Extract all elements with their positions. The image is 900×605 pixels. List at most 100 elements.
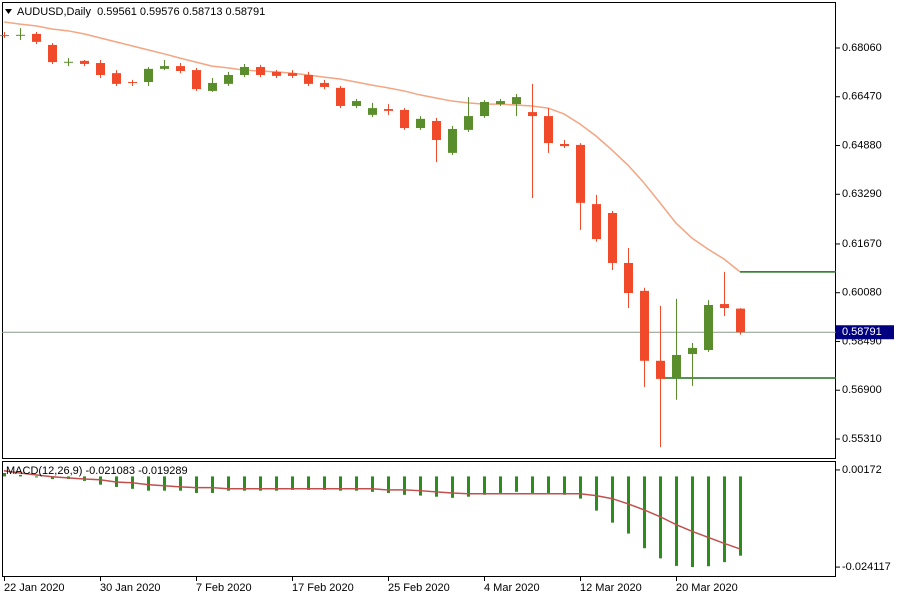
- plot-layer: 0.68060 0.66470 0.64880 0.63290 0.61670 0.600…: [0, 21, 894, 594]
- macd-bar: [323, 476, 326, 490]
- candle-body: [288, 73, 297, 76]
- candle-body: [64, 61, 73, 63]
- macd-bar: [291, 476, 294, 490]
- candle-body: [320, 82, 329, 87]
- candle-body: [544, 116, 553, 144]
- macd-bar: [643, 476, 646, 549]
- candle-body: [368, 108, 377, 115]
- candle-body: [128, 82, 137, 84]
- macd-bar: [259, 476, 262, 491]
- candle-body: [720, 304, 729, 309]
- macd-bar: [547, 476, 550, 493]
- macd-bar: [211, 476, 214, 493]
- candle-body: [0, 35, 9, 37]
- macd-bar: [387, 476, 390, 493]
- macd-bar: [355, 476, 358, 491]
- macd-bar: [371, 476, 374, 492]
- candle-body: [224, 74, 233, 84]
- macd-bar: [435, 476, 438, 497]
- macd-bar: [51, 476, 54, 480]
- y-tick-label: 0.56900: [842, 384, 882, 396]
- macd-panel-frame: [2, 461, 836, 577]
- macd-bar: [691, 476, 694, 568]
- macd-bar: [579, 476, 582, 499]
- moving-average: [3, 21, 741, 273]
- macd-bar: [19, 474, 22, 477]
- candle-body: [512, 97, 521, 105]
- y-tick-label: 0.00172: [842, 464, 882, 476]
- macd-bar: [179, 476, 182, 491]
- price-label-box: [836, 325, 894, 340]
- macd-bar: [563, 476, 566, 495]
- macd-bar: [163, 476, 166, 491]
- macd-bar: [419, 476, 422, 496]
- macd-bar: [35, 476, 38, 478]
- candle-body: [208, 82, 217, 91]
- candle-body: [352, 101, 361, 106]
- candle-body: [256, 67, 265, 75]
- candle-body: [480, 101, 489, 117]
- candle-body: [560, 143, 569, 147]
- macd-bar: [451, 476, 454, 498]
- macd-bar: [339, 476, 342, 491]
- x-tick-label: 20 Mar 2020: [676, 582, 738, 594]
- candle-body: [96, 63, 105, 75]
- macd-bar: [403, 476, 406, 495]
- candle-body: [176, 66, 185, 71]
- menu-triangle: [5, 9, 12, 14]
- candle-body: [240, 67, 249, 75]
- macd-bar: [675, 476, 678, 566]
- macd-bar: [467, 476, 470, 497]
- macd-bar: [195, 476, 198, 493]
- x-tick-label: 7 Feb 2020: [196, 582, 252, 594]
- candle-body: [736, 308, 745, 333]
- candle-body: [416, 118, 425, 129]
- candle-body: [400, 109, 409, 129]
- candle-body: [640, 290, 649, 361]
- macd-bar: [227, 476, 230, 491]
- candle-body: [688, 347, 697, 355]
- candle-body: [48, 44, 57, 63]
- macd-bar: [483, 476, 486, 495]
- candle-body: [160, 66, 169, 69]
- macd-bar: [307, 476, 310, 490]
- y-tick-label: 0.68060: [842, 42, 882, 54]
- candle-body: [304, 74, 313, 84]
- macd-bar: [531, 476, 534, 493]
- macd-bar: [243, 476, 246, 491]
- candle-body: [272, 71, 281, 76]
- candle-body: [112, 73, 121, 84]
- y-tick-label: -0.024117: [842, 561, 891, 573]
- candle-body: [16, 34, 25, 36]
- candle-body: [592, 204, 601, 240]
- candle-body: [464, 116, 473, 130]
- candle-body: [672, 354, 681, 378]
- macd-bar: [707, 476, 710, 567]
- macd-bar: [275, 476, 278, 491]
- x-tick-label: 22 Jan 2020: [4, 582, 65, 594]
- candle-body: [448, 128, 457, 153]
- candle-body: [384, 109, 393, 111]
- signal-line: [3, 470, 741, 550]
- macd-bar: [627, 476, 630, 534]
- candle-body: [192, 70, 201, 90]
- chart-title: AUDUSD,Daily 0.59561 0.59576 0.58713 0.5…: [17, 6, 265, 18]
- candle-body: [576, 144, 585, 203]
- y-tick-label: 0.63290: [842, 188, 882, 200]
- macd-bar: [499, 476, 502, 493]
- x-tick-label: 30 Jan 2020: [100, 582, 161, 594]
- candle-body: [624, 262, 633, 294]
- x-tick-label: 4 Mar 2020: [484, 582, 540, 594]
- macd-bar: [3, 473, 6, 477]
- candle-body: [704, 304, 713, 351]
- y-tick-label: 0.64880: [842, 139, 882, 151]
- macd-bar: [739, 476, 742, 556]
- macd-bar: [515, 476, 518, 492]
- candle-body: [528, 112, 537, 117]
- candle-body: [80, 60, 89, 64]
- x-tick-label: 25 Feb 2020: [388, 582, 450, 594]
- price-panel-frame: [2, 2, 836, 459]
- y-tick-label: 0.66470: [842, 91, 882, 103]
- candle-body: [144, 68, 153, 83]
